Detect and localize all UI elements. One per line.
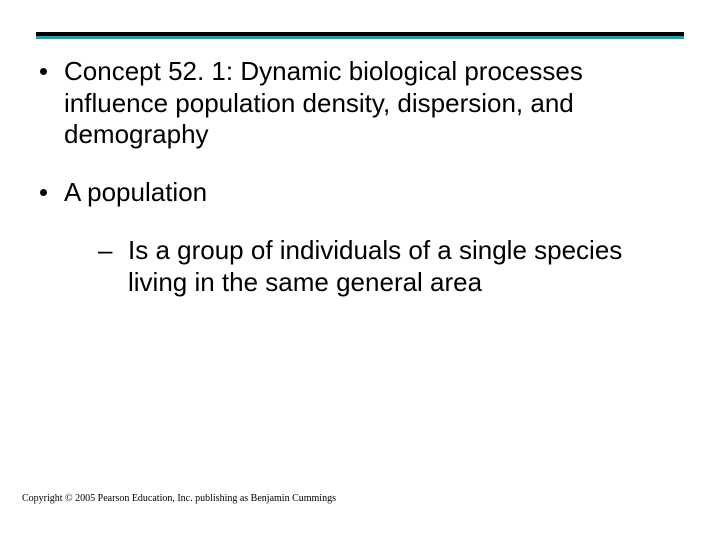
bullet-text: Concept 52. 1: Dynamic biological proces… <box>64 56 583 149</box>
dash-icon: – <box>98 235 112 267</box>
bullet-dot-icon <box>40 68 47 75</box>
slide: Concept 52. 1: Dynamic biological proces… <box>0 0 720 540</box>
bullet-text: Is a group of individuals of a single sp… <box>128 235 622 297</box>
bullet-level1: A population <box>36 177 684 209</box>
copyright-footer: Copyright © 2005 Pearson Education, Inc.… <box>22 493 336 504</box>
bullet-level1: Concept 52. 1: Dynamic biological proces… <box>36 56 684 151</box>
bullet-level2: – Is a group of individuals of a single … <box>36 235 684 298</box>
slide-content: Concept 52. 1: Dynamic biological proces… <box>36 56 684 298</box>
accent-rule <box>36 36 684 39</box>
bullet-text: A population <box>64 177 207 207</box>
bullet-dot-icon <box>40 189 47 196</box>
